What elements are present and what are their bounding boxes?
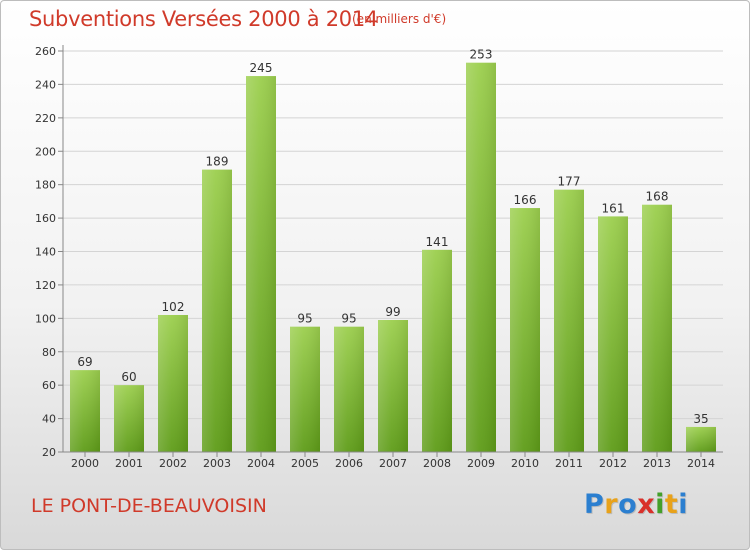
bar-shine	[598, 216, 628, 452]
bar-value-label: 253	[470, 48, 493, 62]
x-tick-label: 2003	[203, 457, 231, 470]
bar-shine	[334, 326, 364, 452]
x-tick-label: 2009	[467, 457, 495, 470]
logo-letter: i	[655, 489, 665, 520]
x-tick-label: 2005	[291, 457, 319, 470]
y-tick-label: 100	[35, 312, 56, 325]
y-tick-label: 20	[42, 446, 56, 459]
bar-value-label: 189	[206, 155, 229, 169]
bar-shine	[686, 426, 716, 452]
y-tick-label: 120	[35, 279, 56, 292]
bar-shine	[510, 208, 540, 452]
y-tick-label: 40	[42, 413, 56, 426]
bar-shine	[378, 320, 408, 452]
y-tick-label: 260	[35, 45, 56, 58]
y-tick-label: 80	[42, 346, 56, 359]
x-tick-label: 2000	[71, 457, 99, 470]
bar-value-label: 102	[162, 300, 185, 314]
bar-shine	[290, 326, 320, 452]
logo-letter: x	[637, 489, 656, 520]
y-tick-label: 140	[35, 246, 56, 259]
bar-shine	[466, 62, 496, 453]
bar-value-label: 177	[558, 175, 581, 189]
bar-value-label: 166	[514, 193, 537, 207]
y-tick-label: 160	[35, 212, 56, 225]
x-tick-label: 2011	[555, 457, 583, 470]
x-tick-label: 2010	[511, 457, 539, 470]
x-tick-label: 2004	[247, 457, 275, 470]
bar-shine	[422, 249, 452, 452]
x-tick-label: 2007	[379, 457, 407, 470]
logo-letter: t	[664, 489, 679, 520]
bar-value-label: 99	[385, 305, 400, 319]
bar-shine	[114, 385, 144, 452]
bar-shine	[202, 169, 232, 453]
bar-shine	[246, 76, 276, 452]
bar-value-label: 168	[646, 190, 669, 204]
bar-shine	[70, 370, 100, 452]
bar-value-label: 35	[693, 412, 708, 426]
bar-value-label: 141	[426, 235, 449, 249]
x-tick-label: 2012	[599, 457, 627, 470]
y-tick-label: 60	[42, 379, 56, 392]
bar-value-label: 95	[341, 312, 356, 326]
y-tick-label: 240	[35, 78, 56, 91]
bar-value-label: 69	[77, 355, 92, 369]
y-tick-label: 180	[35, 179, 56, 192]
x-tick-label: 2008	[423, 457, 451, 470]
x-tick-label: 2014	[687, 457, 715, 470]
bar-shine	[642, 204, 672, 452]
bar-value-label: 245	[250, 61, 273, 75]
x-tick-label: 2002	[159, 457, 187, 470]
place-name: LE PONT-DE-BEAUVOISIN	[31, 495, 267, 517]
logo-letter: o	[618, 489, 638, 520]
bar-value-label: 161	[602, 201, 625, 215]
chart-title: Subventions Versées 2000 à 2014	[29, 7, 378, 31]
chart-unit-note: (en milliers d'€)	[352, 12, 447, 26]
logo-letter: P	[584, 489, 605, 520]
bar-shine	[158, 314, 188, 452]
y-tick-label: 200	[35, 145, 56, 158]
bar-shine	[554, 189, 584, 452]
x-tick-label: 2001	[115, 457, 143, 470]
y-tick-label: 220	[35, 112, 56, 125]
logo-letter: i	[678, 489, 689, 520]
bar-value-label: 60	[121, 370, 136, 384]
x-tick-label: 2013	[643, 457, 671, 470]
logo-letter: r	[604, 489, 619, 520]
proxiti-logo: Proxiti	[584, 489, 688, 520]
x-tick-label: 2006	[335, 457, 363, 470]
bar-value-label: 95	[297, 312, 312, 326]
